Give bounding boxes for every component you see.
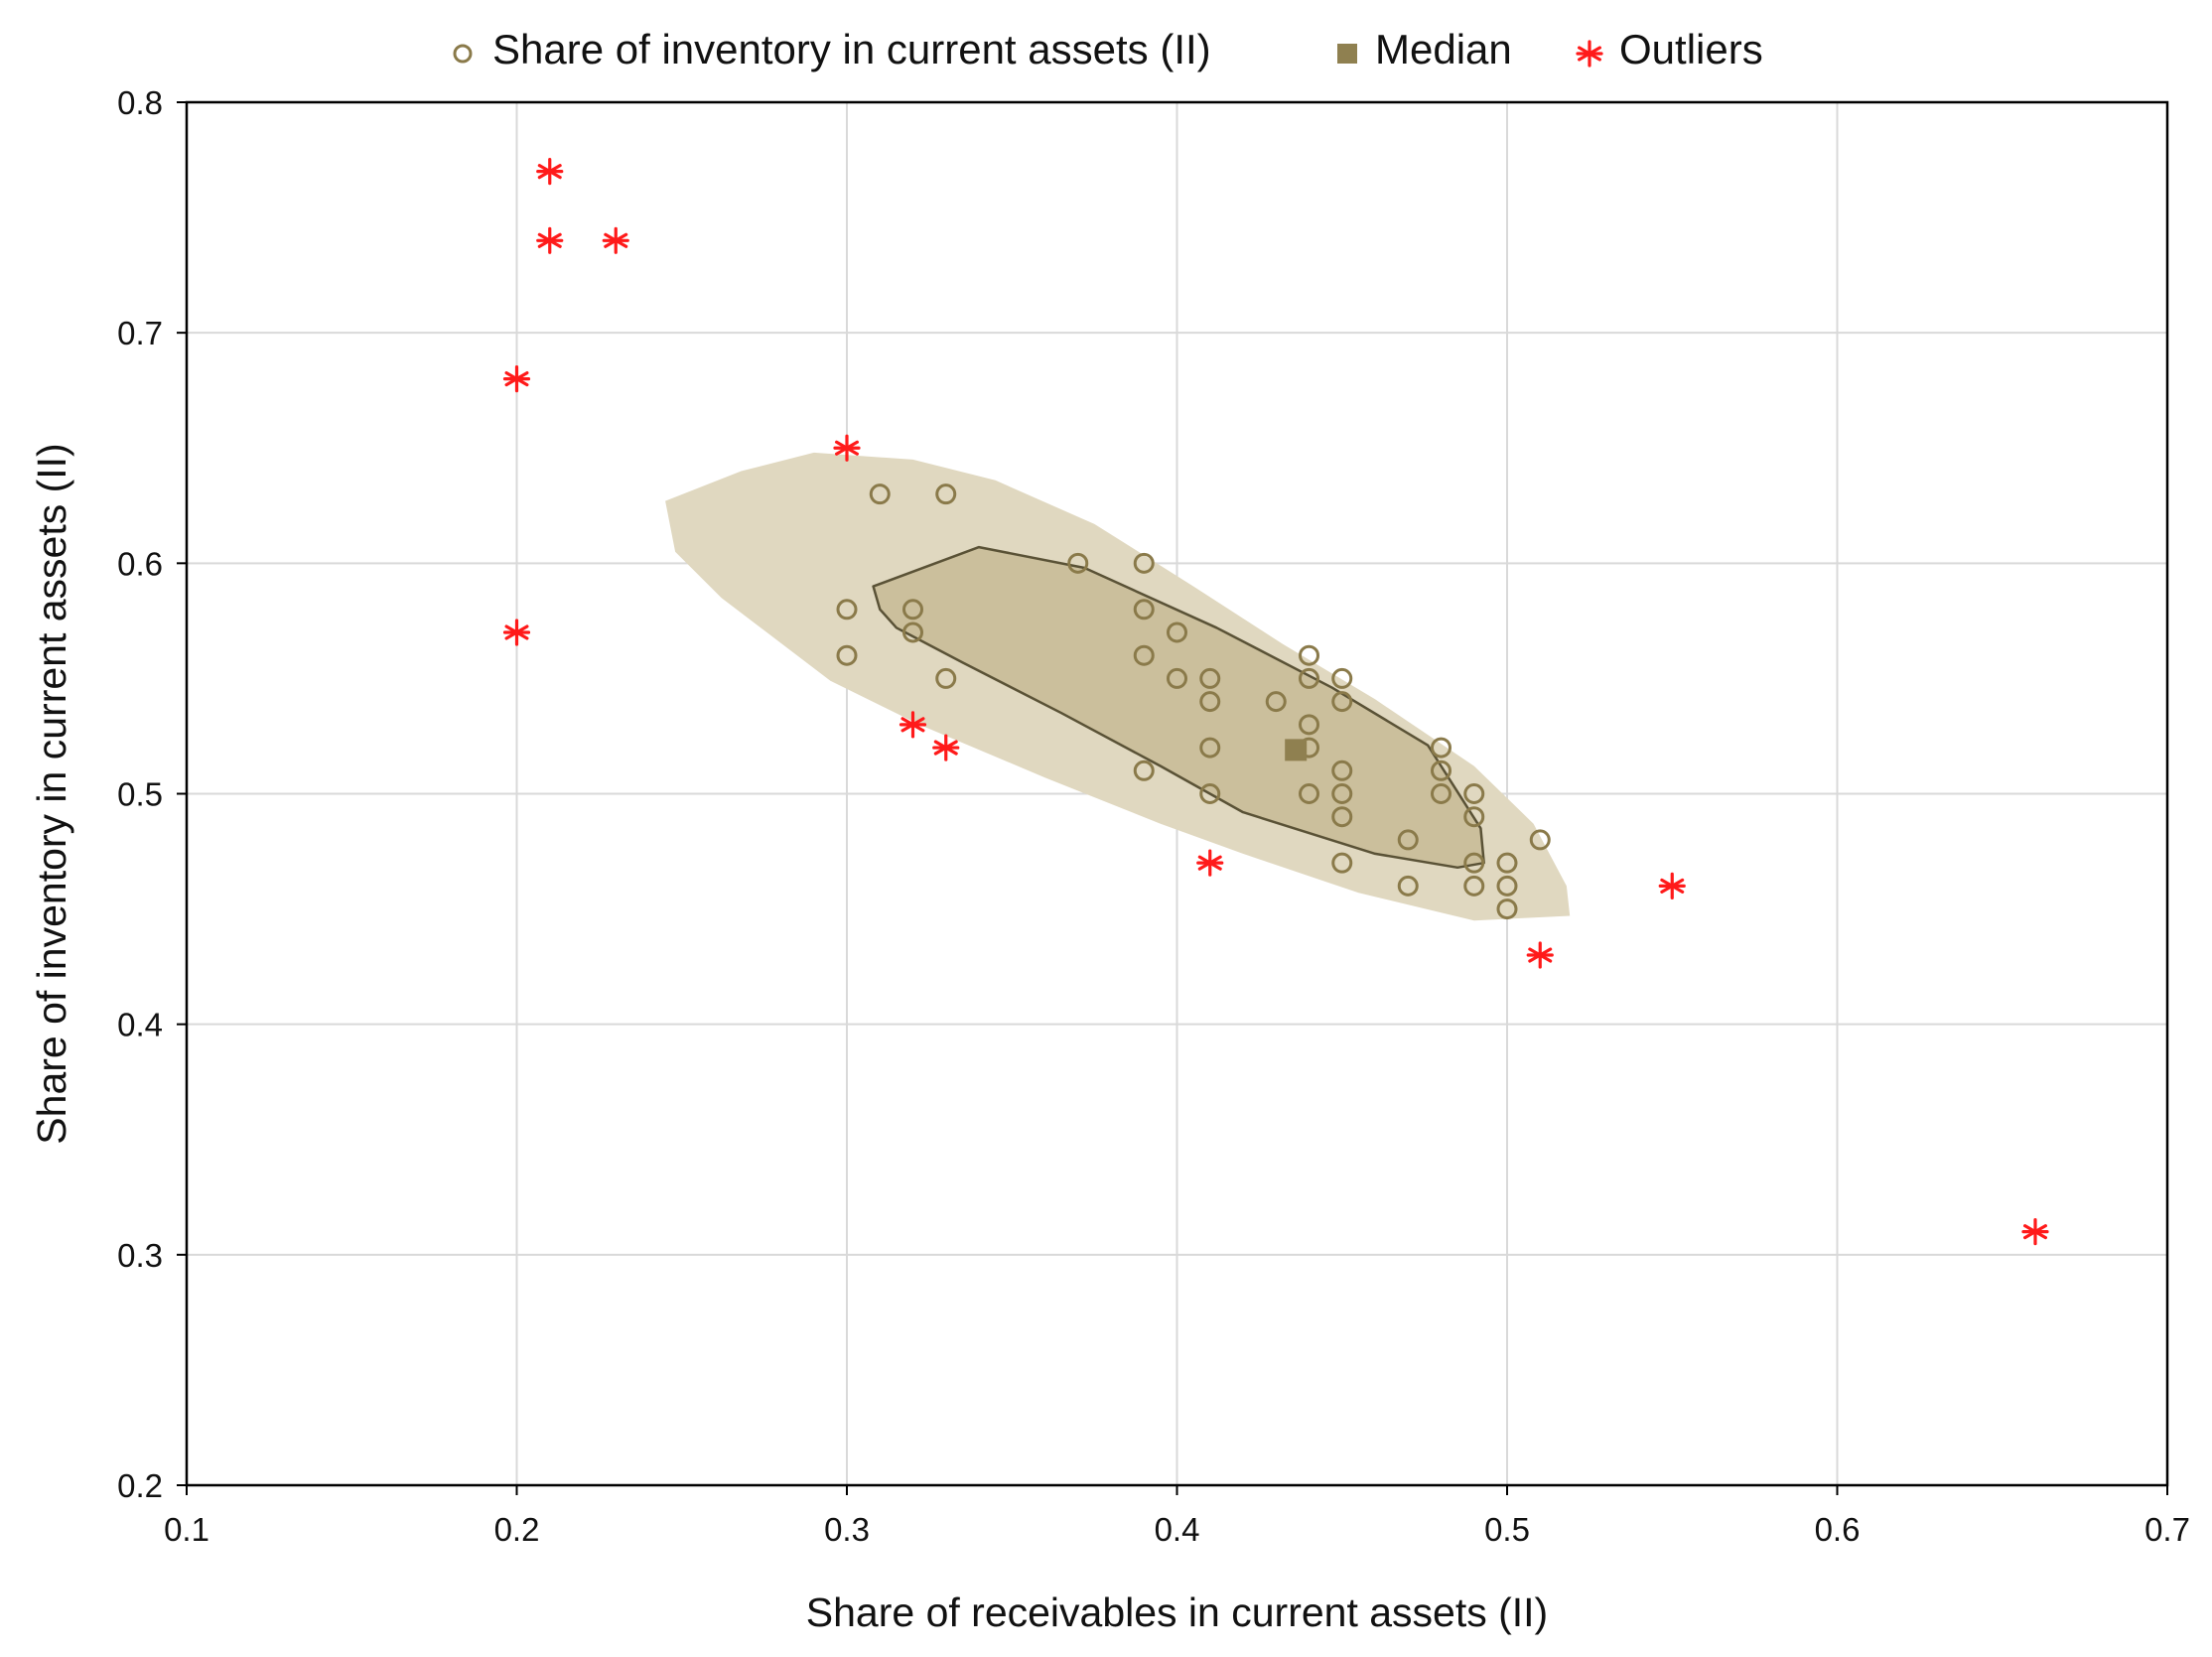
data-points: [502, 158, 2049, 1246]
outlier-marker: [1526, 941, 1554, 969]
data-point-circle: [1199, 667, 1221, 689]
legend-item-median: Median: [1337, 26, 1512, 72]
data-point-circle: [1133, 552, 1155, 574]
data-point-circle: [1299, 644, 1319, 666]
x-tick-label: 0.3: [824, 1511, 870, 1548]
legend-asterisk-glyph: [1576, 40, 1603, 68]
legend-item-outliers: Outliers: [1576, 26, 1763, 72]
data-point-circle: [902, 621, 923, 643]
data-point-circle: [1133, 644, 1155, 666]
data-point-circle: [1299, 714, 1319, 736]
data-point-circle: [1331, 783, 1353, 804]
outlier-marker: [833, 434, 861, 462]
legend-square-marker: [1337, 44, 1357, 64]
data-point-circle: [1199, 783, 1221, 804]
data-point-circle: [1331, 667, 1353, 689]
data-point-circle: [1397, 875, 1419, 897]
legend-label-median: Median: [1375, 26, 1512, 72]
data-point-circle: [1496, 898, 1518, 920]
data-point-circle: [1331, 806, 1353, 828]
data-point-circle: [836, 599, 858, 621]
data-point-circle: [935, 483, 957, 505]
outlier-marker: [1196, 849, 1224, 877]
axis-ticks: 0.1 0.2 0.3 0.4 0.5 0.6 0.70.20.30.40.50.60.70…: [117, 84, 2190, 1548]
x-tick-label: 0.5: [1484, 1511, 1530, 1548]
median-marker: [1285, 739, 1308, 761]
y-tick-label: 0.5: [117, 776, 163, 813]
data-point-circle: [1199, 691, 1221, 713]
x-tick-label: 0.7: [2144, 1511, 2190, 1548]
data-point-circle: [1299, 783, 1319, 804]
x-axis-title: Share of receivables in current assets (…: [806, 1589, 1548, 1635]
outlier-marker: [899, 711, 927, 739]
y-tick-label: 0.8: [117, 84, 163, 121]
legend-asterisk-marker: [1576, 40, 1603, 68]
data-point-circle: [1529, 829, 1551, 851]
outlier-marker: [932, 734, 960, 761]
data-point-circle: [1431, 759, 1452, 781]
legend-item-points: Share of inventory in current assets (II…: [453, 26, 1211, 72]
data-point-circle: [935, 667, 957, 689]
outlier-marker: [536, 158, 564, 186]
data-point-circle: [1463, 806, 1485, 828]
data-point-circle: [902, 599, 923, 621]
data-point-circle: [1431, 737, 1452, 759]
legend-circle-marker: [453, 44, 473, 64]
y-tick-label: 0.3: [117, 1237, 163, 1274]
chart-legend: Share of inventory in current assets (II…: [453, 26, 1763, 72]
data-point-circle: [1496, 852, 1518, 874]
data-point-circle: [1299, 667, 1319, 689]
x-tick-label: 0.6: [1815, 1511, 1861, 1548]
y-tick-label: 0.6: [117, 545, 163, 582]
outlier-marker: [2021, 1218, 2049, 1246]
inner-density-region: [872, 545, 1485, 870]
data-point-circle: [1331, 691, 1353, 713]
y-tick-label: 0.2: [117, 1467, 163, 1504]
data-point-circle: [869, 483, 891, 505]
outlier-marker: [536, 226, 564, 254]
data-point-circle: [1167, 621, 1187, 643]
outlier-marker: [602, 226, 629, 254]
y-tick-label: 0.7: [117, 315, 163, 351]
data-point-circle: [1397, 829, 1419, 851]
outlier-marker: [1658, 872, 1686, 899]
data-point-circle: [1067, 552, 1089, 574]
data-point-circle: [836, 644, 858, 666]
y-tick-label: 0.4: [117, 1007, 163, 1043]
data-point-circle: [1463, 875, 1485, 897]
data-point-circle: [1133, 599, 1155, 621]
outlier-marker: [502, 619, 531, 646]
data-point-circle: [1463, 852, 1485, 874]
outlier-marker: [502, 365, 531, 393]
data-point-circle: [1199, 737, 1221, 759]
data-point-circle: [1331, 759, 1353, 781]
legend-label-points: Share of inventory in current assets (II…: [492, 26, 1211, 72]
data-point-circle: [1167, 667, 1187, 689]
x-tick-label: 0.2: [494, 1511, 540, 1548]
y-axis-title: Share of inventory in current assets (II…: [29, 443, 74, 1144]
x-tick-label: 0.1: [164, 1511, 209, 1548]
data-point-circle: [1133, 759, 1155, 781]
data-point-circle: [1265, 691, 1287, 713]
data-point-circle: [1463, 783, 1485, 804]
data-point-circle: [1496, 875, 1518, 897]
x-tick-label: 0.4: [1155, 1511, 1200, 1548]
legend-label-outliers: Outliers: [1619, 26, 1763, 72]
data-point-circle: [1331, 852, 1353, 874]
data-point-circle: [1431, 783, 1452, 804]
